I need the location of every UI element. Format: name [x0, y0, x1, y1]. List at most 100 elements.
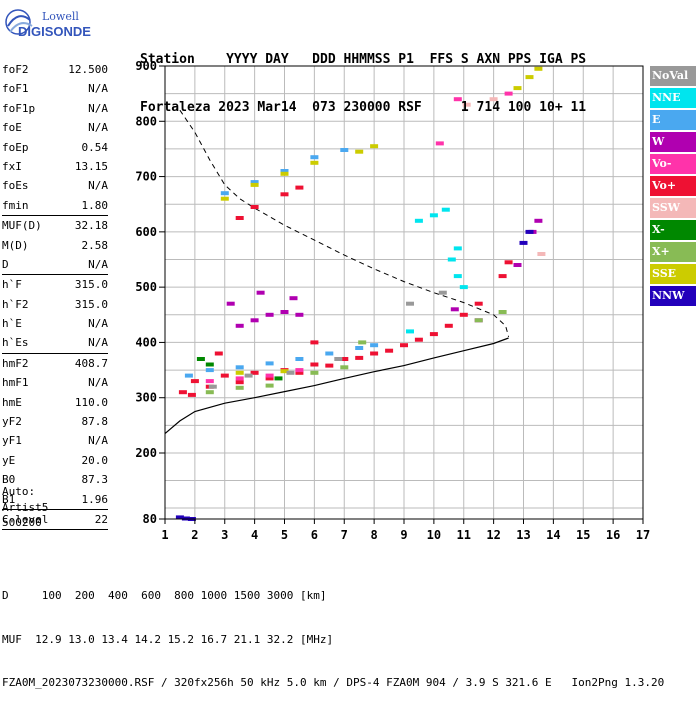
data-point [406, 301, 414, 306]
data-point [325, 363, 334, 368]
data-point [226, 301, 235, 306]
footer-file-info: FZA0M_2023073230000.RSF / 320fx256h 50 k… [2, 676, 665, 689]
param-separator [2, 274, 108, 276]
data-point [525, 229, 534, 234]
x-tick-label: 8 [371, 528, 378, 542]
param-value: N/A [88, 257, 108, 271]
param-row: h`F 315.0 [2, 275, 108, 294]
data-point [280, 310, 289, 314]
data-point [286, 370, 295, 375]
param-value: N/A [88, 101, 108, 115]
data-point [235, 365, 244, 370]
data-point [355, 355, 364, 360]
data-point [406, 329, 414, 334]
data-point [441, 207, 450, 212]
autoscaling-info: Auto: Artist5 500200 [2, 484, 48, 531]
param-name: h`Es [2, 336, 29, 350]
x-tick-label: 1 [161, 528, 168, 542]
data-point [534, 66, 543, 71]
data-point [235, 380, 244, 385]
data-point [175, 515, 184, 520]
data-point [310, 160, 319, 165]
param-value: N/A [88, 82, 108, 96]
logo-line-lowell: Lowell [42, 10, 79, 23]
data-point [310, 340, 319, 345]
data-point [250, 205, 259, 209]
data-point [235, 370, 244, 375]
param-value: N/A [88, 121, 108, 135]
data-point [400, 343, 408, 348]
data-point [295, 185, 304, 190]
param-name: fxI [2, 159, 22, 173]
data-point [187, 392, 196, 397]
data-point [504, 260, 513, 265]
param-value: N/A [88, 179, 108, 193]
legend-item-nnw: NNW [650, 286, 696, 306]
data-point [265, 376, 274, 381]
data-point [435, 141, 444, 146]
auto-version: 500200 [2, 516, 42, 529]
param-value: N/A [88, 434, 108, 448]
param-value: 20.0 [81, 453, 109, 467]
data-point [414, 337, 423, 342]
param-row: hmE 110.0 [2, 393, 108, 412]
data-point [325, 351, 334, 356]
param-value: 87.3 [81, 473, 109, 487]
legend-item-vo: Vo+ [650, 176, 696, 196]
param-value: 315.0 [74, 278, 108, 292]
data-point [462, 102, 471, 107]
data-point [459, 312, 468, 317]
data-point [498, 310, 507, 314]
x-tick-label: 4 [251, 528, 258, 542]
param-name: h`F2 [2, 297, 29, 311]
x-tick-label: 15 [576, 528, 590, 542]
param-value: 1.80 [81, 198, 109, 212]
series-vo [205, 91, 513, 384]
param-row: yE 20.0 [2, 451, 108, 470]
param-value: 2.58 [81, 238, 109, 252]
param-value: 12.500 [68, 63, 108, 76]
lowell-digisonde-logo: Lowell DIGISONDE [4, 6, 104, 46]
data-point [450, 307, 459, 312]
param-row: foEp 0.54 [2, 138, 108, 157]
legend-item-sse: SSE [650, 264, 696, 284]
data-point [370, 351, 379, 356]
data-point [489, 97, 498, 102]
data-point [340, 365, 349, 370]
data-point [220, 373, 229, 378]
header-line-2: Fortaleza 2023 Mar14 073 230000 RSF 1 71… [140, 100, 587, 115]
legend-item-x: X- [650, 220, 696, 240]
station-header: Station YYYY DAY DDD HHMMSS P1 FFS S AXN… [140, 20, 586, 132]
param-row: B0 87.3 [2, 470, 108, 489]
param-name: MUF(D) [2, 219, 42, 233]
y-tick-label: 700 [135, 170, 157, 184]
data-point [355, 346, 364, 350]
param-row: h`E N/A [2, 314, 108, 333]
param-name: foEp [2, 140, 29, 154]
data-point [235, 385, 244, 390]
x-tick-label: 13 [516, 528, 530, 542]
param-name: C-level [2, 512, 49, 526]
data-point [295, 357, 304, 361]
param-separator [2, 352, 108, 354]
param-row: yF1 N/A [2, 431, 108, 450]
param-value: N/A [88, 317, 108, 331]
data-point [537, 252, 546, 256]
data-point [250, 318, 259, 323]
param-value: 22 [94, 512, 108, 526]
data-point [289, 296, 298, 301]
param-row: M(D) 2.58 [2, 236, 108, 255]
param-row: hmF1 N/A [2, 373, 108, 392]
param-name: hmE [2, 395, 22, 409]
data-point [444, 323, 453, 328]
data-point [196, 357, 205, 361]
param-name: B0 [2, 473, 16, 487]
param-name: fmin [2, 198, 29, 212]
param-row: C-level 22 [2, 510, 108, 529]
param-name: yF1 [2, 434, 22, 448]
param-name: foEs [2, 179, 29, 193]
data-point [235, 376, 244, 381]
x-tick-label: 11 [457, 528, 471, 542]
y-tick-label: 400 [135, 335, 157, 349]
data-point [310, 370, 319, 375]
